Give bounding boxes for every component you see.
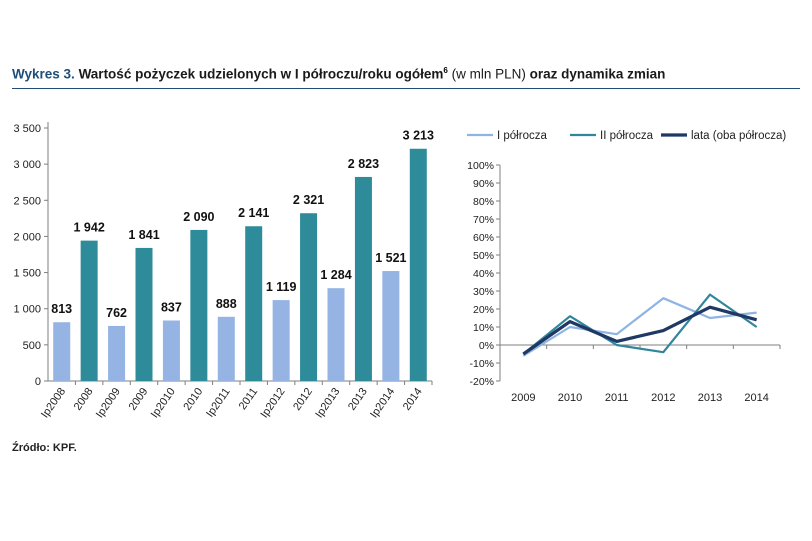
chart-title: Wykres 3. Wartość pożyczek udzielonych w… — [12, 66, 800, 82]
x-tick-label: 2011 — [237, 386, 260, 412]
bar — [382, 271, 400, 381]
bar-value-label: 1 841 — [128, 228, 159, 242]
x-tick-label: Ip2010 — [149, 386, 178, 420]
y-tick-label: 10% — [473, 322, 494, 334]
x-tick-label: 2012 — [651, 392, 675, 404]
title-rest: oraz dynamika zmian — [529, 66, 666, 82]
y-tick-label: 60% — [473, 232, 494, 244]
bar-value-label: 762 — [106, 306, 127, 320]
y-tick-label: 500 — [23, 340, 41, 352]
series-line — [522, 305, 758, 356]
bar — [272, 300, 290, 381]
x-tick-label: 2010 — [181, 386, 205, 413]
bar-value-label: 1 119 — [266, 280, 297, 294]
bar-chart: 0 500 1 000 1 500 2 000 2 500 3 000 3 500 813 Ip2… — [13, 122, 434, 420]
y-tick-label: -20% — [469, 376, 494, 388]
x-tick-label: Ip2014 — [368, 386, 397, 420]
title-unit: (w mln PLN) — [451, 66, 526, 82]
x-tick-label: Ip2012 — [258, 386, 287, 420]
x-tick-label: Ip2011 — [204, 386, 233, 420]
y-tick-label: 3 500 — [13, 123, 41, 135]
y-tick-label: -10% — [469, 358, 494, 370]
y-tick-label: 30% — [473, 286, 494, 298]
bar — [162, 320, 180, 381]
bar — [327, 288, 345, 381]
y-tick-label: 100% — [467, 160, 494, 172]
x-tick-label: 2013 — [698, 392, 722, 404]
bar-value-label: 2 823 — [348, 157, 379, 171]
x-tick-label: 2013 — [346, 386, 370, 413]
x-tick-label: 2014 — [401, 386, 425, 413]
bar — [245, 226, 263, 381]
y-tick-label: 0% — [479, 340, 494, 352]
line-chart: I półrocza II półrocza lata (oba półrocza)… — [467, 130, 786, 404]
title-footnote: 6 — [443, 66, 448, 75]
bar-value-label: 2 321 — [293, 193, 324, 207]
y-tick-label: 70% — [473, 214, 494, 226]
y-tick-label: 1 000 — [13, 304, 41, 316]
y-tick-label: 20% — [473, 304, 494, 316]
y-tick-label: 80% — [473, 196, 494, 208]
series-line — [522, 293, 758, 355]
bar-value-label: 3 213 — [403, 129, 434, 143]
title-rule — [12, 88, 800, 89]
y-tick-label: 1 500 — [13, 268, 41, 280]
source-note: Źródło: KPF. — [12, 442, 77, 454]
y-tick-label: 0 — [35, 376, 41, 388]
x-tick-label: 2010 — [558, 392, 582, 404]
bar — [53, 322, 71, 381]
x-tick-label: Ip2008 — [39, 386, 68, 420]
bar — [80, 240, 98, 381]
legend-label: lata (oba półrocza) — [691, 130, 786, 142]
x-tick-label: 2012 — [291, 386, 315, 413]
bar-value-label: 2 141 — [238, 206, 269, 220]
legend-label: I półrocza — [497, 130, 547, 142]
x-tick-label: 2014 — [744, 392, 768, 404]
y-tick-label: 50% — [473, 250, 494, 262]
bar — [354, 176, 372, 381]
series-line — [522, 297, 757, 357]
bar-value-label: 1 521 — [375, 251, 406, 265]
bar-value-label: 813 — [51, 302, 72, 316]
x-tick-label: 2008 — [72, 386, 96, 413]
bar — [300, 213, 318, 381]
y-tick-label: 90% — [473, 178, 494, 190]
bar — [135, 247, 153, 381]
x-tick-label: Ip2009 — [94, 386, 123, 420]
bar-value-label: 837 — [161, 300, 182, 314]
bar-value-label: 2 090 — [183, 210, 214, 224]
x-tick-label: Ip2013 — [313, 386, 342, 420]
bar — [108, 325, 126, 381]
title-main: Wartość pożyczek udzielonych w I półrocz… — [78, 66, 444, 82]
bar — [217, 316, 235, 381]
bar-value-label: 888 — [216, 297, 237, 311]
y-tick-label: 2 000 — [13, 231, 41, 243]
x-tick-label: 2009 — [127, 386, 151, 413]
title-prefix: Wykres 3. — [12, 66, 75, 82]
y-tick-label: 3 000 — [13, 159, 41, 171]
x-tick-label: 2009 — [511, 392, 535, 404]
bar-value-label: 1 284 — [320, 268, 351, 282]
x-tick-label: 2011 — [605, 392, 629, 404]
bar — [409, 148, 427, 381]
y-tick-label: 40% — [473, 268, 494, 280]
legend-label: II półrocza — [600, 130, 654, 142]
y-tick-label: 2 500 — [13, 195, 41, 207]
bar — [190, 229, 208, 381]
bar-value-label: 1 942 — [74, 221, 105, 235]
